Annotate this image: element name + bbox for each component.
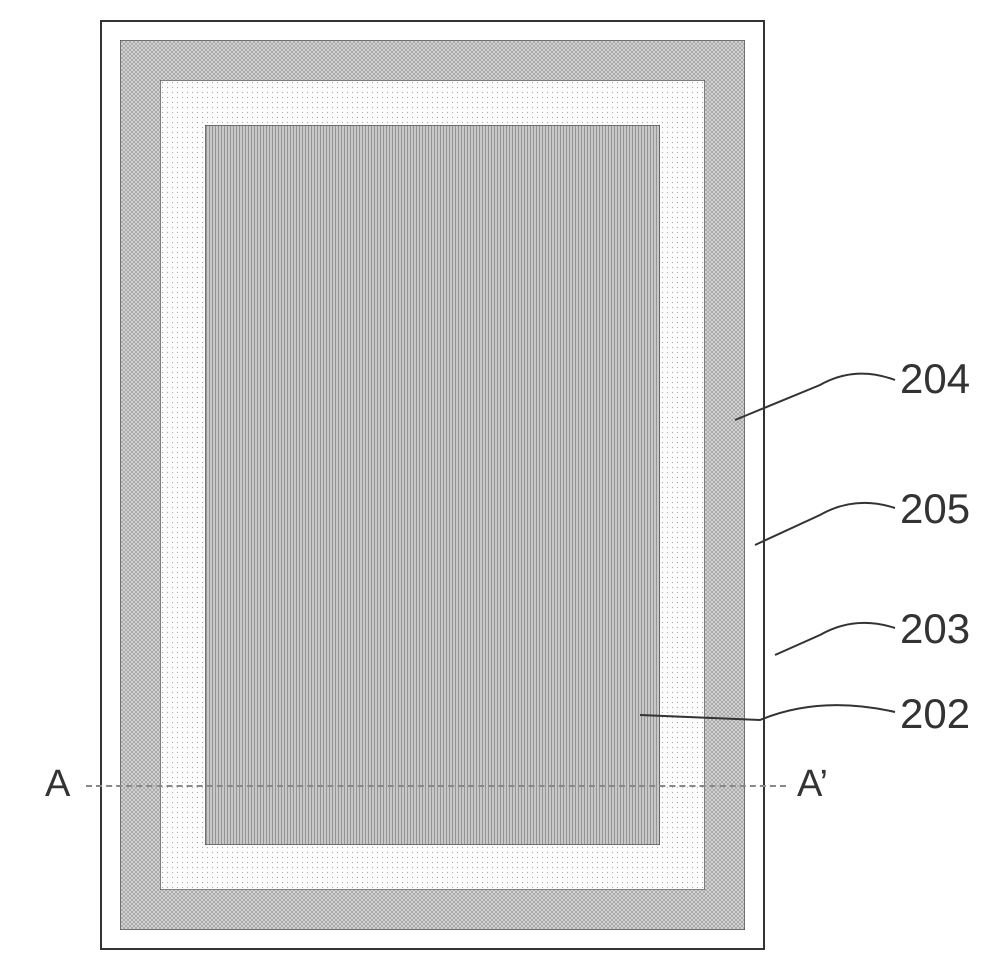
label-205: 205 [900, 485, 970, 533]
label-204: 204 [900, 355, 970, 403]
label-203: 203 [900, 605, 970, 653]
layer-202 [205, 125, 660, 845]
section-line-aa [86, 785, 786, 787]
label-202: 202 [900, 690, 970, 738]
diagram-container [100, 20, 765, 950]
leader-205 [755, 503, 895, 545]
leader-203 [775, 623, 895, 655]
section-label-a-right: A’ [797, 763, 828, 806]
section-label-a-left: A [45, 763, 70, 806]
